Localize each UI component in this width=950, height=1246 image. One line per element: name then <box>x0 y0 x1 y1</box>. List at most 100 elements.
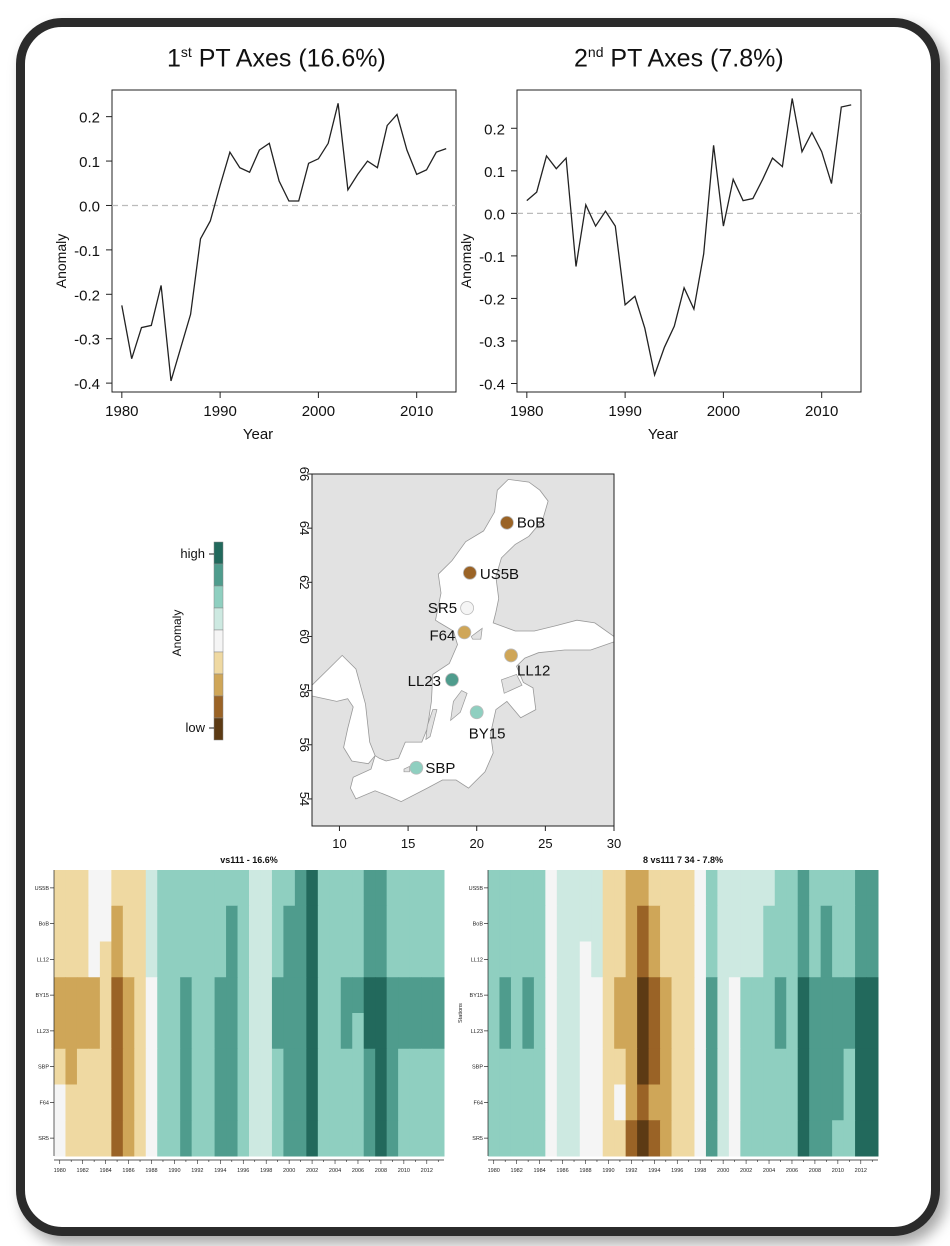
heat1-cell <box>283 941 296 978</box>
heat2-cell <box>843 1084 856 1121</box>
heat2-cell <box>648 1048 661 1085</box>
heat1-cell <box>134 1120 147 1157</box>
heat1-cell <box>226 1120 239 1157</box>
heat2-cell <box>820 1120 833 1157</box>
heat2-row-label: BY15 <box>470 993 483 999</box>
heat1-cell <box>99 1048 112 1085</box>
heat1-cell <box>226 1084 239 1121</box>
heat1-col-label: 1992 <box>191 1168 203 1174</box>
map-bornholm-island <box>403 765 410 773</box>
heat1-cell <box>88 870 101 907</box>
heat1-cell <box>111 1013 124 1050</box>
heat2-cell <box>843 905 856 942</box>
heat1-cell <box>111 870 124 907</box>
heat1-cell <box>168 1120 181 1157</box>
legend-high-label: high <box>180 546 205 561</box>
heat2-cell <box>660 905 673 942</box>
heat2-cell <box>637 1084 650 1121</box>
heat1-cell <box>283 870 296 907</box>
heat2-cell <box>740 977 753 1014</box>
heat1-cell <box>329 905 342 942</box>
heat2-cell <box>614 977 627 1014</box>
heat2-cell <box>602 1048 615 1085</box>
pt1-series-line <box>121 103 447 382</box>
heat2-cell <box>614 1048 627 1085</box>
heat2-col-label: 1998 <box>694 1168 706 1174</box>
heat1-cell <box>294 1120 307 1157</box>
heat1-cell <box>306 941 319 978</box>
heat1-cell <box>157 1048 170 1085</box>
map-sea <box>349 478 615 803</box>
heat1-cell <box>432 1084 445 1121</box>
heat2-cell <box>717 977 730 1014</box>
heat1-cell <box>134 905 147 942</box>
heat2-cell <box>809 870 822 907</box>
heat1-cell <box>54 941 66 978</box>
heat1-cell <box>352 870 365 907</box>
heat1-cell <box>294 905 307 942</box>
heat2-cell <box>694 941 707 978</box>
heat2-cell <box>660 1048 673 1085</box>
heat1-col-label: 1986 <box>122 1168 134 1174</box>
heat1-cell <box>294 1013 307 1050</box>
heat1-cell <box>432 870 445 907</box>
station-marker-f64 <box>457 625 472 640</box>
heat2-cell <box>855 905 868 942</box>
heat1-cell <box>237 905 250 942</box>
heat1-cell <box>54 1013 66 1050</box>
heat2-cell <box>866 1084 879 1121</box>
heat2-cell <box>556 1084 569 1121</box>
pt2-series-line <box>526 98 852 378</box>
heat1-cell <box>88 905 101 942</box>
heat2-cell <box>832 1120 845 1157</box>
map-saaremaa-island <box>500 673 523 694</box>
heat1-cell <box>76 905 89 942</box>
heat1-cell <box>180 1120 193 1157</box>
heat2-cell <box>488 870 500 907</box>
heat2-cell <box>740 1120 753 1157</box>
pt2-ytick-label: -0.4 <box>479 376 505 393</box>
heat2-cell <box>625 1013 638 1050</box>
heat2-col-label: 1994 <box>648 1168 660 1174</box>
heat2-cell <box>522 1013 535 1050</box>
heat1-cell <box>76 1013 89 1050</box>
pt2-plot-box <box>516 89 862 393</box>
heat2-cell <box>751 870 764 907</box>
station-marker-ll23 <box>445 672 459 687</box>
heat2-cell <box>683 1048 695 1085</box>
pt2-xtick-label: 1980 <box>510 403 543 420</box>
heat2-cell <box>488 1120 500 1157</box>
heat2-cell <box>671 870 684 907</box>
heat2-cell <box>602 977 615 1014</box>
heat1-cell <box>386 905 399 942</box>
heat1-cell <box>111 1120 124 1157</box>
heat1-cell <box>76 977 89 1014</box>
heat2-cell <box>774 1048 787 1085</box>
heat2-cell <box>637 870 650 907</box>
heat1-cell <box>249 1048 261 1085</box>
heat1-cell <box>191 1048 204 1085</box>
legend-swatch <box>213 673 224 697</box>
heat2-cell <box>740 905 753 942</box>
pt2-ytick-label: 0.2 <box>484 121 505 138</box>
heat1-cell <box>340 1013 353 1050</box>
heat1-cell <box>191 870 204 907</box>
map-oland-island <box>425 709 438 741</box>
station-marker-us5b <box>462 565 477 580</box>
heat1-cell <box>294 941 307 978</box>
heat2-cell <box>855 870 868 907</box>
heat1-cell <box>65 870 78 907</box>
heat2-col-label: 1992 <box>625 1168 637 1174</box>
heat1-cell <box>237 870 250 907</box>
heat2-cell <box>602 870 615 907</box>
heat2-cell <box>705 941 718 978</box>
heat2-cell <box>533 977 546 1014</box>
heat2-cell <box>522 1120 535 1157</box>
heat1-cell <box>386 1120 399 1157</box>
heat1-cell <box>214 1013 227 1050</box>
heat1-col-label: 2010 <box>398 1168 410 1174</box>
heat2-cell <box>797 1013 810 1050</box>
heat1-cell <box>363 1120 376 1157</box>
heat2-col-label: 1990 <box>602 1168 614 1174</box>
heat2-cell <box>637 941 650 978</box>
